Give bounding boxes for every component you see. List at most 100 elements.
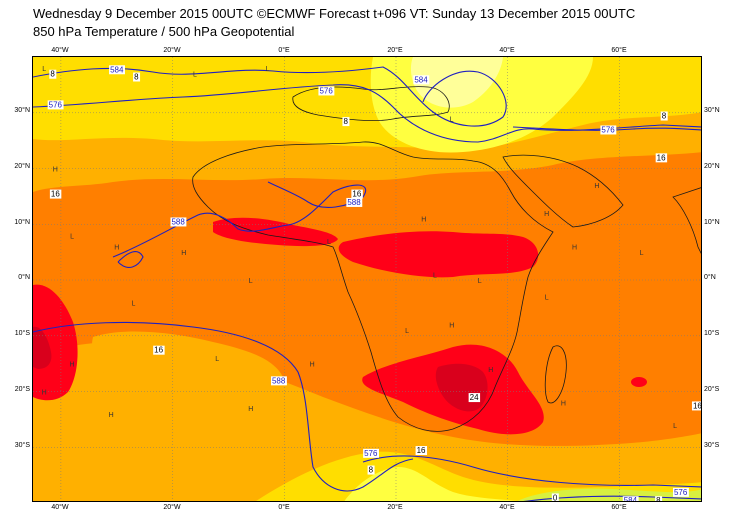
temperature-contour-label: 8 (343, 117, 348, 126)
coastline-africa (192, 141, 554, 432)
geopotential-contour-label: 584 (624, 496, 638, 502)
contour-label-background (551, 493, 559, 501)
low-pressure-marker: L (545, 295, 549, 302)
contour-label-background (49, 69, 57, 79)
temp-band-hot-equatorial (338, 231, 539, 278)
low-pressure-marker: L (433, 272, 437, 279)
high-pressure-marker: H (114, 245, 119, 252)
coastline-arabia (502, 154, 624, 228)
temperature-contour-label: 8 (134, 73, 139, 82)
coastline-madagascar (544, 345, 567, 404)
lat-tick-left: 0°N (18, 274, 30, 281)
low-pressure-marker: L (249, 278, 253, 285)
temperature-contour-label: 0 (553, 493, 558, 502)
contour-label-background (351, 189, 363, 199)
high-pressure-marker: H (181, 250, 186, 257)
lon-tick-bottom: 40°E (499, 504, 515, 511)
low-pressure-marker: L (132, 300, 136, 307)
geopotential-584-north (33, 66, 507, 127)
temp-band-mild-west (92, 331, 284, 407)
lon-tick-top: 40°E (499, 47, 515, 54)
geopotential-contour-label: 576 (364, 449, 378, 458)
lat-tick-right: 10°N (704, 219, 720, 226)
lat-tick-right: 0°N (704, 274, 716, 281)
contour-label-background (363, 448, 380, 458)
temperature-contour-label: 16 (51, 190, 60, 199)
lon-tick-top: 60°E (611, 47, 627, 54)
forecast-map[interactable]: 584 576 576 584 576 588 588 588 576 576 584 8 8 8 8 16 1… (33, 57, 702, 502)
low-pressure-marker: L (478, 278, 482, 285)
low-pressure-marker: L (215, 356, 219, 363)
geopotential-588-west-africa (112, 181, 366, 258)
geopotential-588-atlantic (117, 251, 144, 268)
temperature-contour-label: 8 (656, 496, 661, 502)
contour-label-background (109, 65, 125, 75)
high-pressure-marker: H (488, 367, 493, 374)
lat-tick-left: 10°S (14, 330, 30, 337)
lat-tick-right: 30°S (704, 442, 720, 449)
high-pressure-marker: H (572, 245, 577, 252)
high-pressure-marker: H (70, 362, 75, 369)
high-pressure-marker: H (310, 362, 315, 369)
contour-label-background (600, 125, 617, 135)
contour-label-background (691, 401, 701, 411)
lon-tick-bottom: 60°E (611, 504, 627, 511)
lat-tick-right: 20°N (704, 163, 720, 170)
map-subtitle: 850 hPa Temperature / 500 hPa Geopotenti… (33, 24, 295, 39)
temp-band-hot-west-africa (213, 217, 338, 247)
coastline-europe (292, 86, 450, 122)
lon-tick-top: 20°E (387, 47, 403, 54)
low-pressure-marker: L (327, 239, 331, 246)
low-pressure-marker: L (70, 233, 74, 240)
contour-label-background (153, 345, 165, 355)
temperature-contour-label: 16 (352, 190, 361, 199)
lon-tick-top: 40°W (51, 47, 69, 54)
lat-tick-left: 10°N (14, 219, 30, 226)
lon-tick-top: 0°E (278, 47, 290, 54)
high-pressure-marker: H (109, 412, 114, 419)
graticule (33, 57, 701, 501)
contour-label-background (622, 496, 639, 501)
map-panel[interactable]: 584 576 576 584 576 588 588 588 576 576 584 8 8 8 8 16 1… (32, 56, 702, 502)
lon-tick-bottom: 40°W (51, 504, 69, 511)
geopotential-contour-label: 576 (319, 86, 333, 95)
coastlines (192, 86, 701, 432)
temperature-contour-label: 16 (154, 346, 163, 355)
lat-tick-right: 30°N (704, 107, 720, 114)
temp-band-cooler-south (344, 467, 519, 501)
map-title: Wednesday 9 December 2015 00UTC ©ECMWF F… (33, 6, 636, 21)
high-pressure-marker: H (594, 183, 599, 190)
contour-label-background (47, 100, 64, 110)
contour-label-background (415, 446, 428, 456)
lon-tick-bottom: 20°E (387, 504, 403, 511)
contour-label-background (270, 376, 287, 386)
lon-tick-bottom: 0°E (278, 504, 290, 511)
low-pressure-marker: L (266, 66, 270, 73)
geopotential-contour-label: 584 (414, 75, 428, 84)
contour-label-background (655, 153, 668, 163)
contour-label-background (468, 393, 481, 403)
geopotential-576-east (512, 126, 701, 131)
temperature-contour-label: 24 (470, 393, 479, 402)
contour-labels: 584 576 576 584 576 588 588 588 576 576 584 8 8 8 8 16 1… (47, 65, 701, 502)
contour-label-background (318, 86, 335, 96)
coastline-india (672, 187, 701, 254)
contour-label-background (367, 465, 375, 475)
temp-band-cold-north (410, 57, 503, 108)
geopotential-contours (33, 66, 701, 501)
lat-tick-right: 20°S (704, 386, 720, 393)
lon-tick-top: 20°W (163, 47, 181, 54)
geopotential-contour-label: 588 (272, 376, 286, 385)
temperature-contour-label: 16 (657, 153, 666, 162)
high-pressure-marker: H (561, 401, 566, 408)
geopotential-contour-label: 588 (171, 217, 185, 226)
geopotential-584-south (523, 495, 701, 501)
geopotential-contour-label: 576 (601, 125, 615, 134)
geopotential-contour-label: 576 (49, 100, 63, 109)
low-pressure-marker: L (450, 116, 454, 123)
lat-tick-left: 30°S (14, 442, 30, 449)
temperature-shading (33, 57, 701, 501)
geopotential-576-north (33, 84, 701, 143)
low-pressure-marker: L (405, 328, 409, 335)
high-pressure-marker: H (248, 406, 253, 413)
